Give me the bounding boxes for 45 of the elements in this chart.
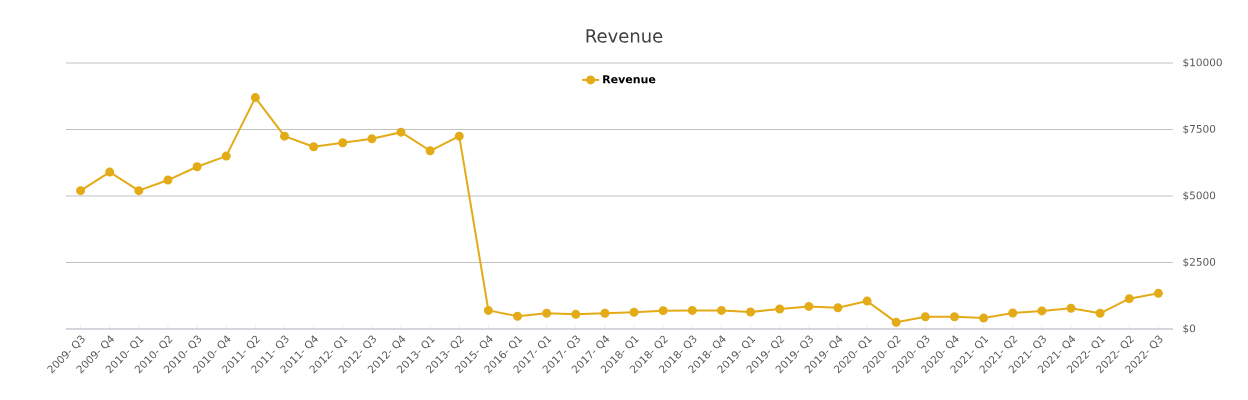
point (979, 313, 989, 323)
point (1153, 288, 1163, 298)
point (658, 306, 668, 316)
point (833, 303, 843, 313)
point (250, 93, 260, 103)
y-tick-label: $2500 (1183, 257, 1216, 268)
legend-label: Revenue (603, 75, 656, 84)
point (105, 167, 115, 177)
y-tick-label: $5000 (1183, 191, 1216, 201)
point (1124, 294, 1134, 304)
point (279, 131, 289, 141)
point (483, 305, 493, 315)
point (367, 134, 377, 144)
point (804, 301, 814, 311)
point (338, 138, 348, 148)
point (1066, 303, 1076, 313)
point (134, 186, 144, 196)
point (1095, 308, 1105, 318)
point (1037, 306, 1047, 316)
point (163, 175, 173, 185)
point (309, 142, 319, 152)
chart-title: Revenue (586, 29, 663, 43)
point (687, 305, 697, 315)
point (746, 307, 756, 317)
point (775, 304, 785, 314)
point (425, 146, 435, 156)
point (396, 127, 406, 137)
point (891, 317, 901, 327)
point (1008, 308, 1018, 318)
point (221, 151, 231, 161)
point (862, 296, 872, 306)
y-tick-label: $0 (1183, 324, 1196, 334)
point (920, 312, 930, 322)
point (192, 162, 202, 172)
point (716, 305, 726, 315)
point (454, 131, 464, 141)
point (949, 312, 959, 322)
point (571, 309, 581, 319)
point (542, 308, 552, 318)
point (76, 186, 86, 196)
point (513, 311, 523, 321)
point (629, 307, 639, 317)
point (600, 308, 610, 318)
y-tick-label: $7500 (1183, 124, 1216, 135)
y-tick-label: $10000 (1183, 58, 1222, 68)
